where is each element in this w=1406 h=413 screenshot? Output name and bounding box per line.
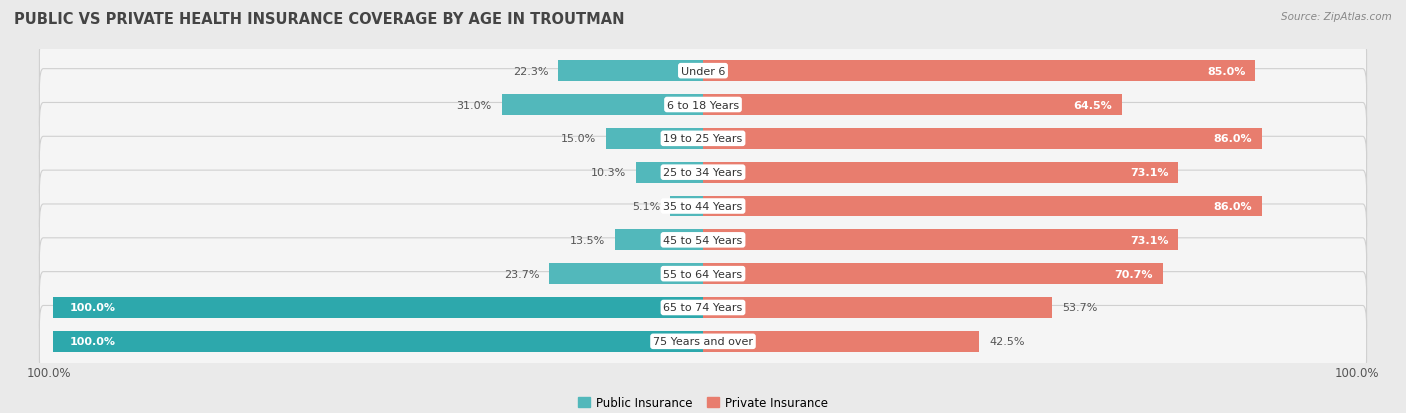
Bar — [703, 61, 1256, 82]
Text: 13.5%: 13.5% — [571, 235, 606, 245]
Text: 73.1%: 73.1% — [1130, 168, 1168, 178]
Text: Source: ZipAtlas.com: Source: ZipAtlas.com — [1281, 12, 1392, 22]
FancyBboxPatch shape — [39, 69, 1367, 141]
Text: 86.0%: 86.0% — [1213, 134, 1253, 144]
Text: 100.0%: 100.0% — [69, 337, 115, 347]
Text: 5.1%: 5.1% — [631, 202, 659, 211]
Text: PUBLIC VS PRIVATE HEALTH INSURANCE COVERAGE BY AGE IN TROUTMAN: PUBLIC VS PRIVATE HEALTH INSURANCE COVER… — [14, 12, 624, 27]
Text: 23.7%: 23.7% — [503, 269, 540, 279]
Text: 31.0%: 31.0% — [457, 100, 492, 110]
Text: 65 to 74 Years: 65 to 74 Years — [664, 303, 742, 313]
Bar — [703, 263, 1163, 285]
FancyBboxPatch shape — [39, 238, 1367, 310]
Text: 35 to 44 Years: 35 to 44 Years — [664, 202, 742, 211]
Bar — [606, 128, 703, 150]
Text: 55 to 64 Years: 55 to 64 Years — [664, 269, 742, 279]
Bar — [703, 196, 1263, 217]
Text: Under 6: Under 6 — [681, 66, 725, 76]
Text: 19 to 25 Years: 19 to 25 Years — [664, 134, 742, 144]
Text: 22.3%: 22.3% — [513, 66, 548, 76]
Bar — [703, 230, 1178, 251]
FancyBboxPatch shape — [39, 204, 1367, 276]
Text: 100.0%: 100.0% — [1334, 366, 1379, 379]
FancyBboxPatch shape — [39, 36, 1367, 107]
Bar — [703, 95, 1122, 116]
Text: 70.7%: 70.7% — [1115, 269, 1153, 279]
Text: 25 to 34 Years: 25 to 34 Years — [664, 168, 742, 178]
Text: 42.5%: 42.5% — [988, 337, 1025, 347]
Bar — [636, 162, 703, 183]
Bar — [703, 128, 1263, 150]
Bar — [53, 331, 703, 352]
FancyBboxPatch shape — [39, 306, 1367, 377]
Bar — [616, 230, 703, 251]
Text: 100.0%: 100.0% — [69, 303, 115, 313]
FancyBboxPatch shape — [39, 171, 1367, 242]
Text: 10.3%: 10.3% — [591, 168, 626, 178]
Bar — [703, 162, 1178, 183]
Text: 64.5%: 64.5% — [1074, 100, 1112, 110]
Bar — [669, 196, 703, 217]
Text: 53.7%: 53.7% — [1062, 303, 1097, 313]
FancyBboxPatch shape — [39, 103, 1367, 175]
Bar — [548, 263, 703, 285]
Text: 75 Years and over: 75 Years and over — [652, 337, 754, 347]
FancyBboxPatch shape — [39, 137, 1367, 209]
Legend: Public Insurance, Private Insurance: Public Insurance, Private Insurance — [574, 392, 832, 413]
Text: 73.1%: 73.1% — [1130, 235, 1168, 245]
Text: 15.0%: 15.0% — [561, 134, 596, 144]
Text: 85.0%: 85.0% — [1208, 66, 1246, 76]
FancyBboxPatch shape — [39, 272, 1367, 344]
Text: 100.0%: 100.0% — [27, 366, 72, 379]
Bar — [558, 61, 703, 82]
Text: 45 to 54 Years: 45 to 54 Years — [664, 235, 742, 245]
Text: 86.0%: 86.0% — [1213, 202, 1253, 211]
Bar — [703, 331, 979, 352]
Bar — [703, 297, 1052, 318]
Text: 6 to 18 Years: 6 to 18 Years — [666, 100, 740, 110]
Bar — [502, 95, 703, 116]
Bar — [53, 297, 703, 318]
